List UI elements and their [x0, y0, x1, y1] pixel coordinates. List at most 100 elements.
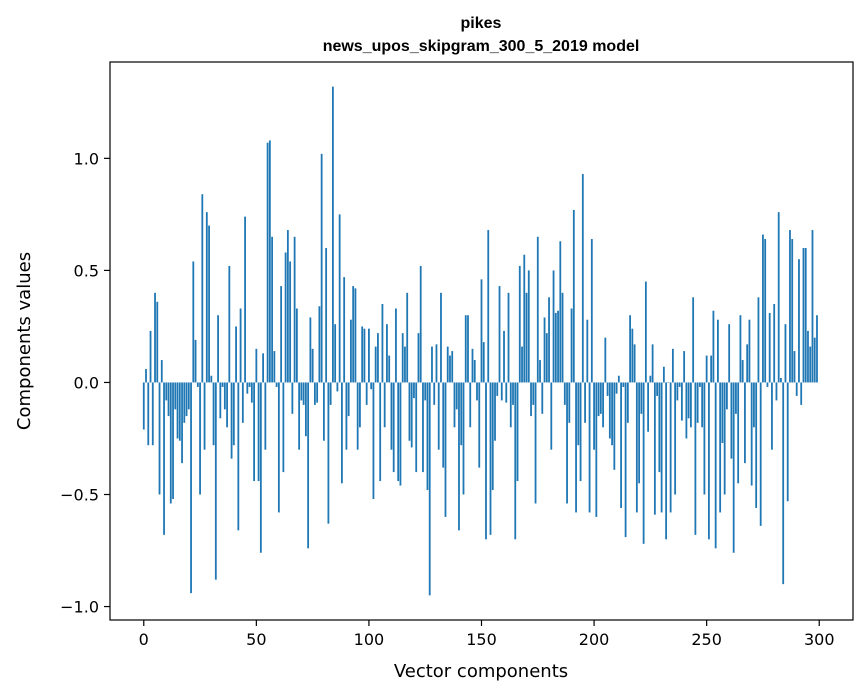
- bar: [764, 239, 767, 383]
- bar: [264, 382, 267, 450]
- bar: [178, 382, 181, 441]
- bar: [750, 382, 753, 486]
- bar: [332, 86, 334, 383]
- bar: [642, 382, 645, 544]
- bar: [237, 382, 240, 531]
- bar: [176, 382, 179, 439]
- bar: [156, 301, 159, 383]
- bar: [293, 236, 296, 383]
- bar: [608, 382, 611, 439]
- bar: [347, 382, 350, 417]
- bar: [775, 382, 778, 401]
- y-axis-label: Components values: [14, 252, 35, 430]
- bar: [383, 382, 386, 428]
- bar: [318, 306, 321, 383]
- bar: [741, 360, 744, 383]
- bar: [343, 277, 346, 383]
- bar: [768, 312, 771, 383]
- bar: [759, 382, 762, 526]
- bar: [316, 382, 319, 403]
- x-tick-label: 100: [354, 630, 385, 649]
- bar: [509, 382, 512, 428]
- bar: [631, 328, 634, 383]
- bar: [687, 382, 690, 419]
- bar: [478, 382, 481, 468]
- bar: [172, 382, 174, 499]
- bar: [444, 382, 447, 517]
- bar: [341, 382, 343, 484]
- bar: [500, 382, 503, 401]
- bar: [496, 382, 499, 396]
- bar: [415, 382, 418, 473]
- chart-title: pikes: [461, 15, 502, 32]
- bar: [392, 382, 395, 473]
- bar: [613, 382, 616, 470]
- bar: [593, 382, 595, 450]
- bar: [462, 382, 465, 495]
- bar: [372, 382, 375, 499]
- bar: [453, 382, 456, 428]
- bar: [611, 382, 613, 446]
- bar: [606, 382, 609, 396]
- bar: [703, 382, 706, 495]
- bar: [163, 382, 165, 535]
- bar: [692, 297, 695, 383]
- bar: [298, 382, 301, 450]
- bar: [377, 333, 379, 383]
- bar: [723, 382, 726, 495]
- bar: [581, 174, 584, 383]
- bar: [422, 382, 424, 473]
- bar: [194, 339, 197, 383]
- bar: [417, 333, 420, 383]
- bar: [250, 382, 253, 403]
- bar: [399, 382, 402, 486]
- bar: [352, 286, 355, 383]
- bar: [550, 382, 553, 450]
- bar: [460, 382, 463, 446]
- bar: [498, 286, 501, 383]
- bar: [219, 382, 222, 419]
- bar: [804, 248, 807, 383]
- bar: [467, 315, 469, 383]
- bar: [304, 382, 307, 437]
- bar: [257, 382, 260, 482]
- bar: [732, 382, 735, 553]
- bar: [199, 382, 201, 495]
- bar: [685, 382, 688, 439]
- bar: [777, 212, 780, 383]
- bar: [665, 382, 668, 540]
- bar: [282, 382, 285, 473]
- bar: [503, 330, 505, 383]
- bar: [485, 382, 487, 540]
- bar: [521, 346, 523, 383]
- bar: [577, 382, 580, 446]
- bar: [228, 265, 231, 383]
- bar: [154, 292, 156, 383]
- bar: [514, 382, 517, 540]
- bar: [746, 344, 749, 383]
- bar: [363, 328, 366, 383]
- bar: [167, 382, 170, 417]
- y-tick-label: 1.0: [74, 149, 99, 168]
- bar: [449, 355, 451, 383]
- bar: [590, 239, 593, 383]
- bar: [633, 344, 636, 383]
- bar: [726, 382, 728, 410]
- bar: [554, 312, 557, 383]
- bar: [458, 382, 460, 531]
- bar: [147, 382, 150, 446]
- bar: [309, 317, 312, 383]
- bar: [771, 382, 773, 450]
- bar: [744, 382, 746, 464]
- bar: [620, 382, 622, 508]
- bar: [694, 382, 697, 535]
- bar: [584, 382, 586, 423]
- bar: [295, 308, 298, 383]
- bar: [568, 382, 571, 423]
- bar: [151, 382, 154, 446]
- bar: [424, 382, 427, 401]
- bar: [507, 292, 510, 383]
- bar: [327, 382, 330, 524]
- bar: [286, 230, 289, 383]
- bar: [559, 241, 562, 383]
